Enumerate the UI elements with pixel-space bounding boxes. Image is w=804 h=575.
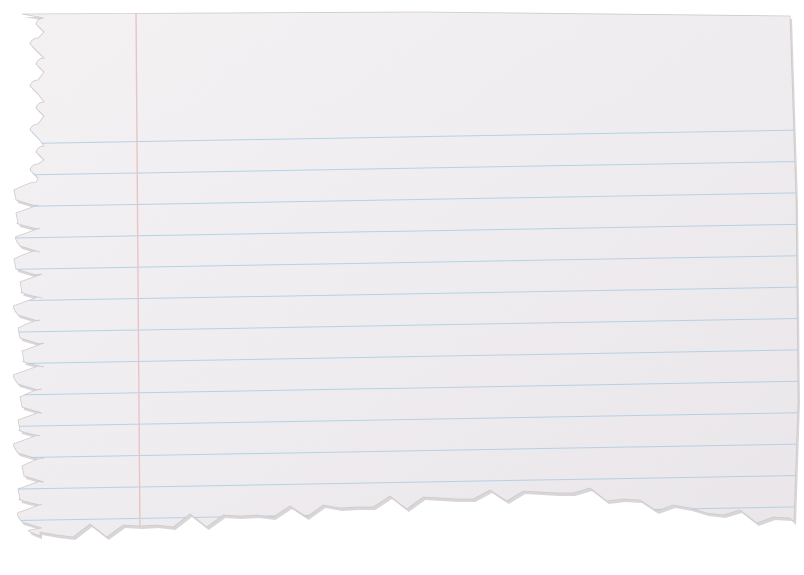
rule-line bbox=[13, 412, 798, 428]
rule-line bbox=[13, 474, 798, 490]
rule-line bbox=[13, 317, 798, 333]
rule-line bbox=[13, 160, 798, 176]
rule-line bbox=[13, 223, 798, 239]
rule-line bbox=[13, 443, 798, 459]
rule-line bbox=[13, 192, 798, 208]
rule-line bbox=[13, 380, 798, 396]
rule-line bbox=[13, 129, 798, 145]
rule-line bbox=[13, 349, 798, 365]
rule-line bbox=[13, 255, 798, 271]
rule-line bbox=[13, 286, 798, 302]
ruled-lines bbox=[13, 129, 798, 522]
margin-line bbox=[135, 12, 141, 537]
